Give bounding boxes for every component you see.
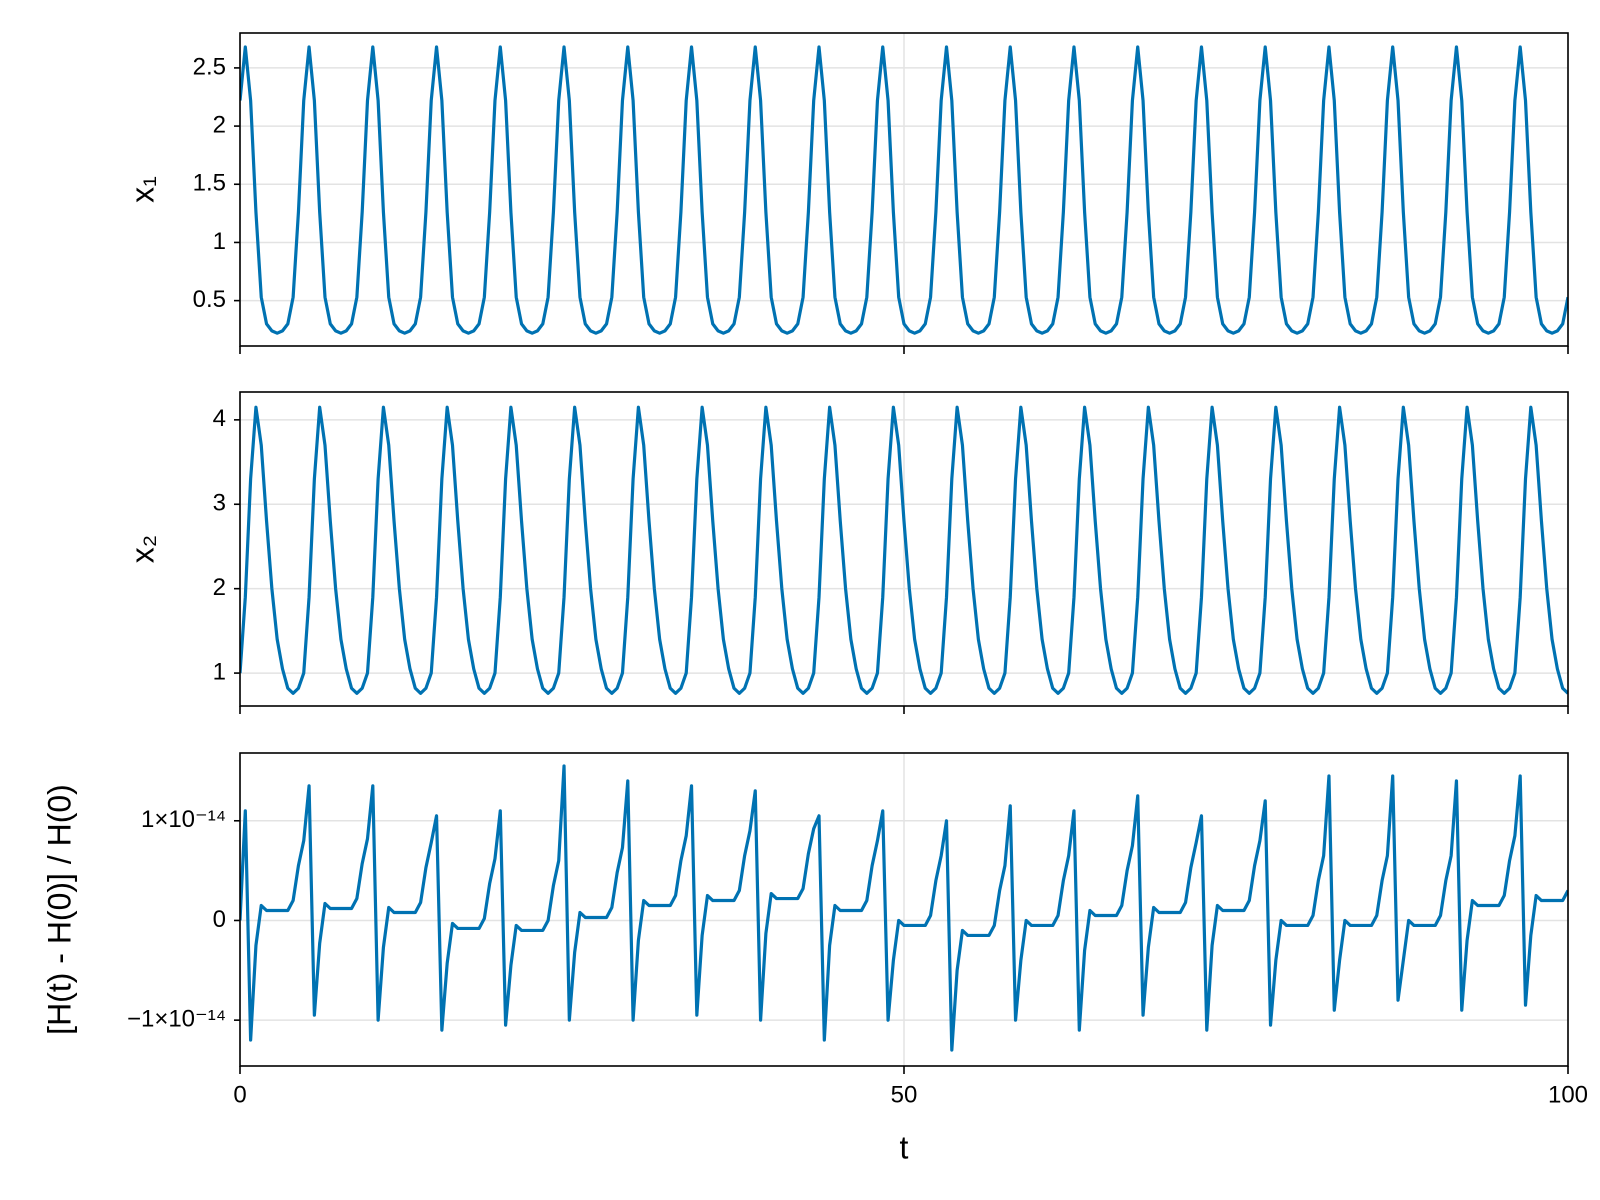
y-tick-label: 1 bbox=[213, 658, 226, 685]
y-tick-label: 1×10⁻¹⁴ bbox=[141, 806, 226, 833]
data-line bbox=[240, 405, 1568, 695]
data-line bbox=[240, 45, 1568, 335]
y-tick-label: 3 bbox=[213, 490, 226, 517]
y-tick-label: 2 bbox=[213, 111, 226, 138]
x-tick-label: 100 bbox=[1548, 1081, 1588, 1108]
data-line bbox=[240, 764, 1568, 1052]
y-axis-label: x₁ bbox=[124, 176, 160, 203]
y-tick-label: 2.5 bbox=[193, 53, 226, 80]
y-tick-label: −1×10⁻¹⁴ bbox=[127, 1005, 226, 1032]
y-tick-label: 0.5 bbox=[193, 286, 226, 313]
y-tick-label: 0 bbox=[213, 906, 226, 933]
y-axis-label: [H(t) - H(0)] / H(0) bbox=[41, 784, 77, 1035]
y-tick-label: 4 bbox=[213, 405, 226, 432]
y-tick-label: 1 bbox=[213, 228, 226, 255]
x-axis-label: t bbox=[900, 1129, 909, 1165]
y-tick-label: 1.5 bbox=[193, 170, 226, 197]
x-tick-label: 50 bbox=[891, 1081, 918, 1108]
x-tick-label: 0 bbox=[233, 1081, 246, 1108]
y-tick-label: 2 bbox=[213, 574, 226, 601]
y-axis-label: x₂ bbox=[124, 535, 160, 563]
